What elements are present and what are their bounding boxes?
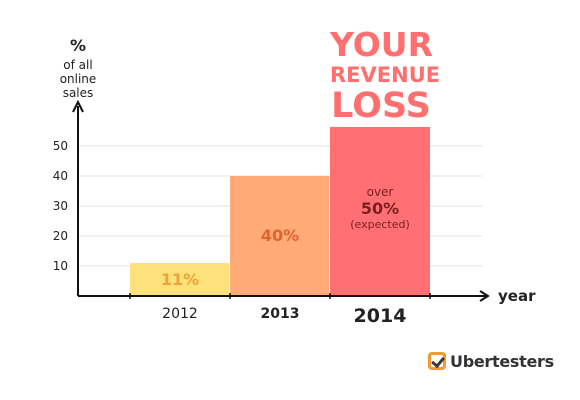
x-axis-label: year — [498, 287, 536, 305]
headline-line-1: YOUR — [330, 25, 433, 64]
bar-2014-note-value: 50% — [360, 199, 400, 218]
bar-2014 — [330, 127, 430, 296]
y-axis-label-line-3: sales — [62, 86, 94, 100]
y-tick-label-40: 40 — [53, 169, 68, 183]
y-axis-label-line-1: of all — [63, 58, 93, 72]
y-axis-unit: % — [69, 36, 87, 55]
brand-logo: Ubertesters — [428, 350, 554, 372]
y-tick-label-30: 30 — [53, 199, 68, 213]
bar-2014-note: over 50% (expected) — [330, 184, 430, 232]
x-tick-label-2014: 2014 — [354, 305, 407, 327]
bar-2014-note-over: over — [366, 185, 394, 199]
bar-2012 — [130, 263, 229, 296]
x-tick-label-2013: 2013 — [261, 306, 300, 322]
brand-name: Ubertesters — [450, 351, 554, 371]
bar-2013 — [230, 176, 329, 296]
checkbox-logo-icon — [428, 352, 446, 370]
headline-line-3: LOSS — [331, 86, 431, 126]
y-axis-arrow — [72, 99, 84, 113]
x-tick-label-2012: 2012 — [162, 306, 198, 322]
headline-line-2: REVENUE — [330, 63, 441, 87]
bar-2014-note-expected: (expected) — [350, 218, 410, 231]
y-axis-label-line-2: online — [59, 72, 97, 86]
headline: YOUR REVENUE LOSS — [330, 25, 441, 126]
bar-value-label-2012: 11% — [161, 270, 199, 289]
y-tick-label-10: 10 — [53, 259, 68, 273]
y-tick-label-20: 20 — [53, 229, 68, 243]
bar-value-label-2013: 40% — [261, 226, 299, 245]
y-tick-label-50: 50 — [53, 139, 68, 153]
x-axis-arrow — [479, 290, 490, 302]
y-axis-label: of all online sales — [50, 58, 106, 100]
